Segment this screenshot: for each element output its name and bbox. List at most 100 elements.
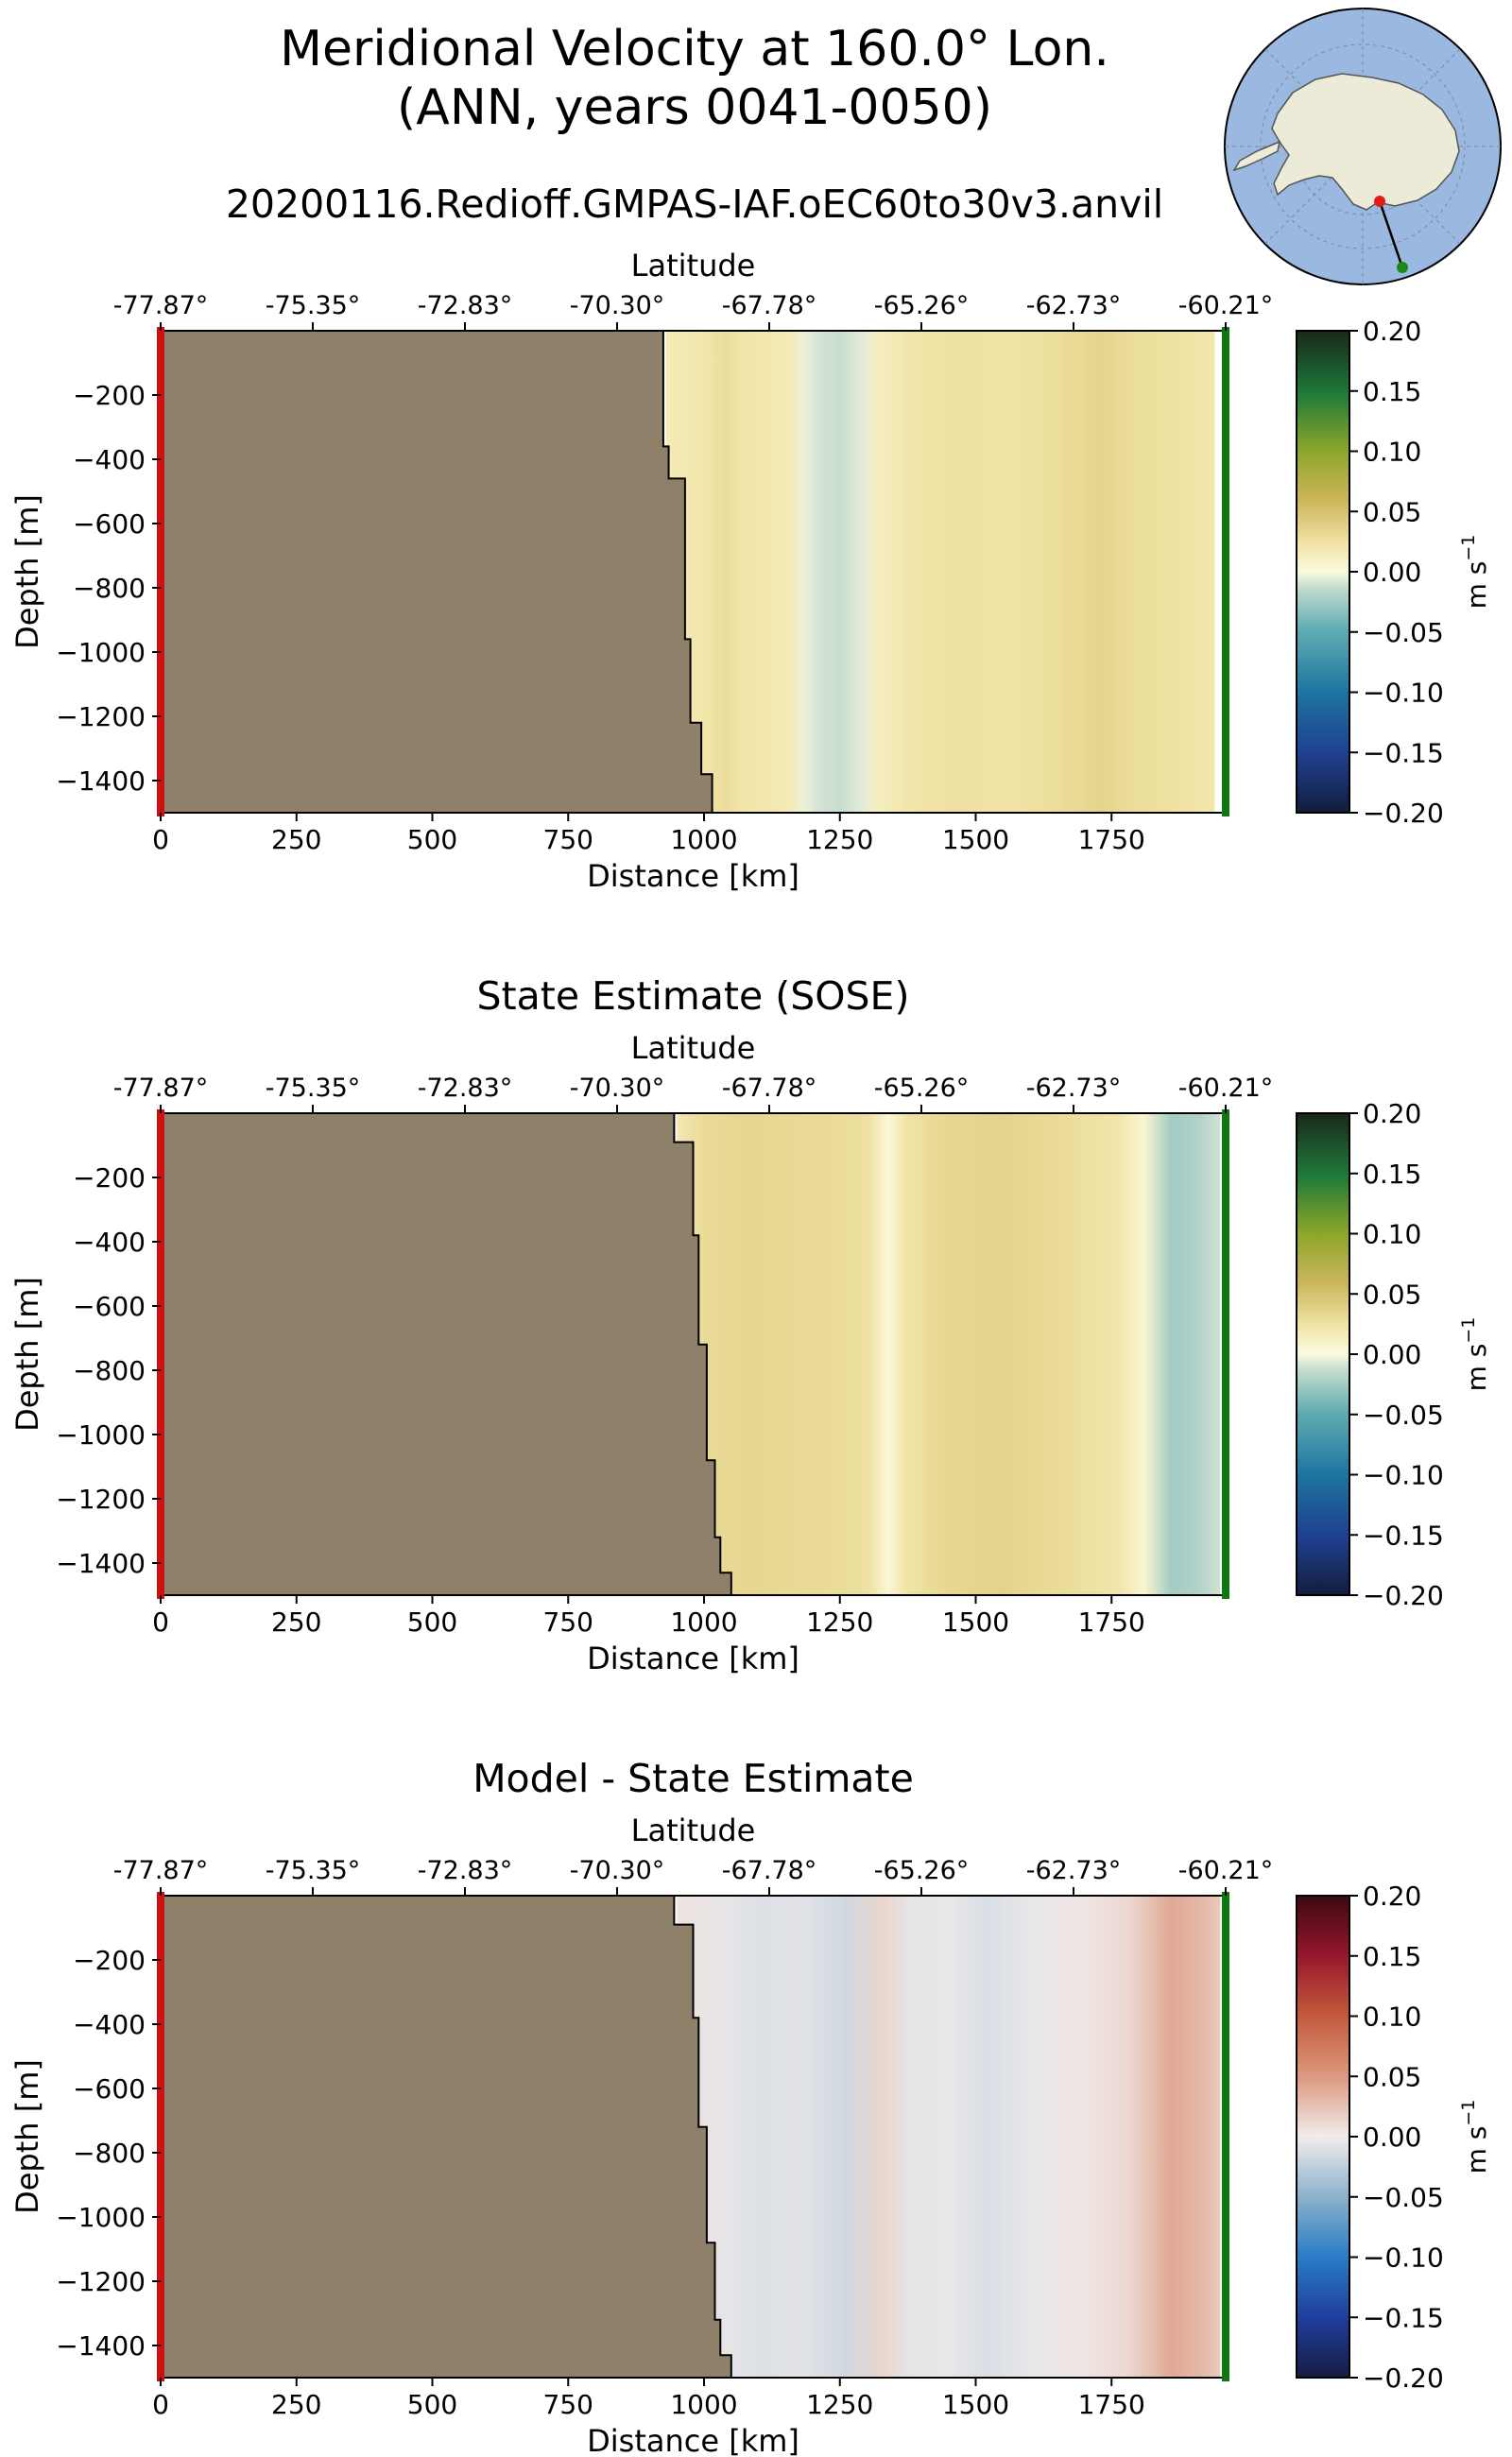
section-start-edge xyxy=(157,1109,164,1599)
colorbar-tick-label: 0.15 xyxy=(1363,376,1421,407)
y-tick-label: −1000 xyxy=(56,1419,146,1451)
y-tick-label: −1200 xyxy=(56,701,146,732)
colorbar-tick-label: 0.15 xyxy=(1363,1941,1421,1972)
top-tick-label: -75.35° xyxy=(266,1074,361,1103)
chart-panel-2: State Estimate (SOSE) Latitude 0 250 500 750 1… xyxy=(9,973,1492,1676)
y-axis-label: Depth [m] xyxy=(9,494,45,649)
x-tick-label: 0 xyxy=(152,1606,169,1638)
colorbar-tick-label: −0.20 xyxy=(1363,2362,1444,2394)
x-tick-label: 250 xyxy=(271,1606,321,1638)
y-axis-label: Depth [m] xyxy=(9,2059,45,2214)
surface-layer xyxy=(677,1896,1221,1905)
x-tick-label: 1500 xyxy=(942,824,1009,855)
inset-map-transect-line xyxy=(1378,200,1404,268)
figure-title-line1: Meridional Velocity at 160.0° Lon. xyxy=(280,21,1109,77)
chart-panel-1: Latitude 0 250 500 750 1000 1250 1500 1750 Distan… xyxy=(9,248,1492,894)
y-tick-label: −800 xyxy=(73,573,146,604)
colorbar-tick-label: −0.05 xyxy=(1363,1400,1444,1431)
colorbar-tick-label: −0.10 xyxy=(1363,2242,1444,2274)
section-start-edge xyxy=(157,327,164,816)
top-tick-label: -60.21° xyxy=(1178,1856,1274,1885)
y-tick-label: −600 xyxy=(73,508,146,540)
top-tick-label: -65.26° xyxy=(874,1074,970,1103)
colorbar-label: m s−1 xyxy=(1458,535,1492,610)
colorbar-tick-label: −0.20 xyxy=(1363,1580,1444,1611)
bathymetry-land xyxy=(160,1895,732,2379)
top-tick-label: -75.35° xyxy=(266,1856,361,1885)
x-axis-label: Distance [km] xyxy=(587,2423,799,2457)
inset-map xyxy=(1224,8,1502,285)
top-tick-label: -77.87° xyxy=(113,1074,209,1103)
top-tick-label: -72.83° xyxy=(418,1856,513,1885)
section-end-edge xyxy=(1222,1892,1229,2381)
surface-layer xyxy=(665,331,1215,340)
bathymetry-land xyxy=(160,1112,732,1596)
x-tick-label: 0 xyxy=(152,2389,169,2420)
colorbar-label: m s−1 xyxy=(1458,1317,1492,1392)
top-axis-label: Latitude xyxy=(631,1030,756,1066)
x-tick-label: 500 xyxy=(407,1606,457,1638)
y-tick-label: −200 xyxy=(73,1162,146,1194)
colorbar xyxy=(1296,330,1350,814)
y-tick-label: −1400 xyxy=(56,765,146,797)
y-tick-label: −200 xyxy=(73,1945,146,1976)
x-axis-label: Distance [km] xyxy=(587,858,799,894)
y-tick-label: −800 xyxy=(73,2138,146,2169)
top-tick-label: -65.26° xyxy=(874,1856,970,1885)
velocity-field xyxy=(677,1896,1221,2378)
colorbar-tick-label: 0.20 xyxy=(1363,1881,1421,1912)
x-tick-label: 250 xyxy=(271,2389,321,2420)
x-tick-label: 1000 xyxy=(670,2389,737,2420)
inset-map-start-marker xyxy=(1374,196,1385,207)
section-end-edge xyxy=(1222,1109,1229,1599)
x-tick-label: 750 xyxy=(543,824,593,855)
colorbar-tick-label: 0.20 xyxy=(1363,1098,1421,1129)
y-tick-label: −600 xyxy=(73,1291,146,1322)
colorbar-tick-label: −0.20 xyxy=(1363,798,1444,829)
x-tick-label: 750 xyxy=(543,1606,593,1638)
y-tick-label: −1200 xyxy=(56,2266,146,2297)
colorbar-tick-label: 0.10 xyxy=(1363,1219,1421,1250)
colorbar-tick-label: −0.10 xyxy=(1363,1460,1444,1491)
top-tick-label: -72.83° xyxy=(418,1074,513,1103)
colorbar-tick-label: 0.05 xyxy=(1363,1279,1421,1310)
top-tick-label: -70.30° xyxy=(570,1856,665,1885)
colorbar-tick-label: 0.20 xyxy=(1363,316,1421,347)
y-tick-label: −200 xyxy=(73,380,146,411)
colorbar-tick-label: 0.15 xyxy=(1363,1159,1421,1190)
colorbar-tick-label: 0.10 xyxy=(1363,2002,1421,2033)
y-tick-label: −1400 xyxy=(56,2330,146,2362)
y-tick-label: −1200 xyxy=(56,1484,146,1515)
colorbar-tick-label: −0.10 xyxy=(1363,678,1444,709)
x-tick-label: 1750 xyxy=(1078,824,1145,855)
x-tick-label: 750 xyxy=(543,2389,593,2420)
top-tick-label: -62.73° xyxy=(1026,1856,1122,1885)
velocity-field xyxy=(677,1113,1221,1595)
velocity-field xyxy=(665,331,1215,813)
top-tick-label: -67.78° xyxy=(722,1856,817,1885)
bathymetry-land xyxy=(160,330,713,814)
x-tick-label: 0 xyxy=(152,824,169,855)
top-tick-label: -70.30° xyxy=(570,291,665,320)
y-tick-label: −600 xyxy=(73,2073,146,2105)
colorbar-tick-label: −0.05 xyxy=(1363,617,1444,648)
top-tick-label: -62.73° xyxy=(1026,1074,1122,1103)
panel-title: State Estimate (SOSE) xyxy=(477,973,910,1019)
top-axis-label: Latitude xyxy=(631,1813,756,1848)
y-tick-label: −400 xyxy=(73,2009,146,2040)
surface-layer xyxy=(677,1113,1221,1123)
colorbar-tick-label: 0.00 xyxy=(1363,2122,1421,2153)
x-tick-label: 1750 xyxy=(1078,1606,1145,1638)
panel-title: Model - State Estimate xyxy=(472,1756,914,1801)
x-tick-label: 1250 xyxy=(806,2389,873,2420)
colorbar-tick-label: 0.00 xyxy=(1363,557,1421,588)
inset-map-end-marker xyxy=(1397,262,1408,273)
x-tick-label: 1500 xyxy=(942,2389,1009,2420)
top-axis-label: Latitude xyxy=(631,248,756,284)
y-tick-label: −800 xyxy=(73,1355,146,1386)
top-tick-label: -60.21° xyxy=(1178,291,1274,320)
x-tick-label: 1750 xyxy=(1078,2389,1145,2420)
top-tick-label: -70.30° xyxy=(570,1074,665,1103)
run-name: 20200116.Redioff.GMPAS-IAF.oEC60to30v3.a… xyxy=(225,181,1164,227)
